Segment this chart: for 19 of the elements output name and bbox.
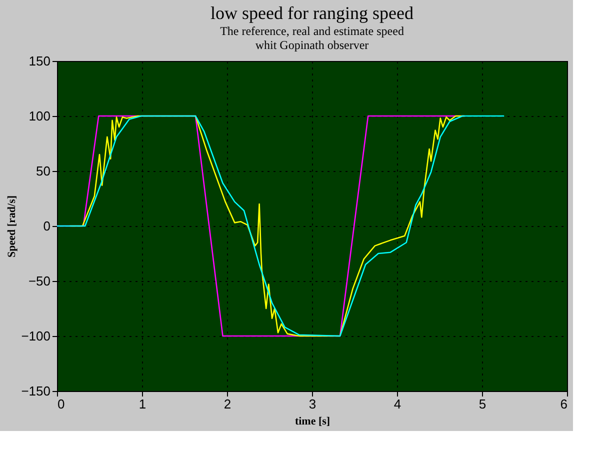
y-tick-label: 150 (28, 54, 50, 68)
y-tick-label: 100 (28, 108, 50, 124)
y-tick-label: −150 (21, 384, 50, 398)
y-tick-label: −50 (28, 274, 50, 288)
chart-title: low speed for ranging speed (210, 3, 414, 23)
x-tick-label: 3 (308, 396, 316, 412)
text: whit Gopinath observer (255, 38, 369, 52)
x-tick-label: 2 (224, 396, 232, 412)
x-tick-label: 6 (560, 396, 568, 412)
x-axis-title: time [s] (294, 416, 330, 428)
x-tick-label: 4 (394, 396, 402, 412)
x-tick-label: 0 (58, 396, 65, 412)
y-axis-title: Speed [rad/s] (6, 195, 18, 258)
x-tick-label: 1 (138, 396, 146, 412)
y-tick-label: 0 (43, 218, 50, 234)
y-tick-label: 50 (36, 164, 50, 178)
y-tick-label: −100 (21, 328, 50, 344)
text: The reference, real and estimate speed (220, 24, 404, 38)
x-tick-label: 5 (478, 396, 486, 412)
